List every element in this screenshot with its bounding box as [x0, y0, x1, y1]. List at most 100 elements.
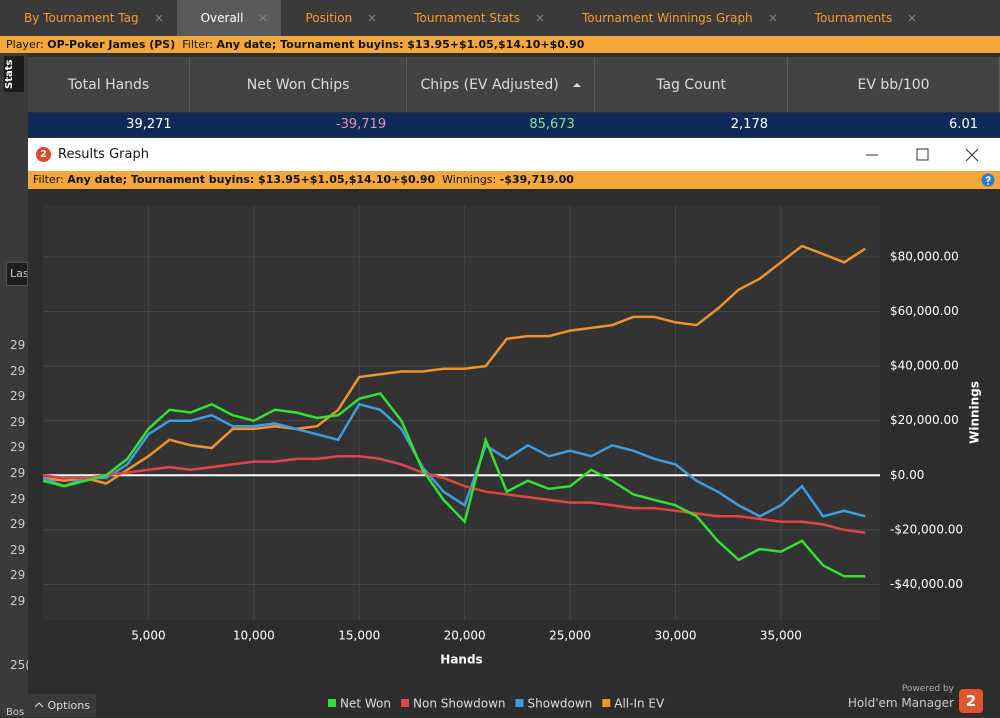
series-line: [42, 454, 866, 534]
stats-header: Total Hands Net Won Chips Chips (EV Adjust…: [28, 57, 1000, 112]
x-tick-label: 20,000: [444, 629, 486, 643]
bg-row: 29: [10, 568, 26, 583]
bg-row: 25(: [10, 658, 30, 672]
player-label: Player:: [6, 38, 44, 51]
tab-label: Position: [305, 11, 353, 25]
y-tick-label: $80,000.00: [890, 249, 959, 263]
tab[interactable]: Tournaments: [791, 0, 931, 36]
column-header[interactable]: Total Hands: [28, 57, 191, 112]
tab-label: Tournaments: [814, 11, 893, 25]
tab-bar: By Tournament Tag Overall Position Tourname…: [0, 0, 1000, 36]
help-icon[interactable]: [981, 173, 995, 187]
arrow: [572, 82, 581, 87]
tab[interactable]: Position: [281, 0, 390, 36]
legend-swatch: [328, 699, 336, 707]
chart: 5,000 10,000 15,000 20,000 25,000 30,000 35,00…: [42, 205, 982, 711]
x-tick-label: 25,000: [549, 629, 591, 643]
bg-row: 29: [10, 491, 26, 506]
bg-row: Bos: [6, 707, 25, 718]
y-tick-label: $60,000.00: [890, 304, 959, 318]
tab[interactable]: Tournament Winnings Graph: [558, 0, 791, 36]
player: OP-Poker James (PS): [47, 38, 176, 51]
close-glyph: [908, 14, 916, 22]
x-tick-label: 35,000: [760, 629, 802, 643]
bg-row: 29: [10, 594, 26, 608]
legend-swatch: [515, 699, 524, 707]
y-tick-label: $0.00: [890, 468, 924, 482]
column-header[interactable]: EV bb/100: [788, 57, 1000, 112]
filter: Any date; Tournament buyins: $13.95+$1.0…: [67, 173, 436, 186]
column-title: EV bb/100: [857, 76, 930, 93]
tab-close[interactable]: [155, 14, 163, 22]
close-glyph: [536, 14, 544, 22]
brand: Hold'em Manager: [847, 696, 954, 710]
options-label: Options: [47, 699, 90, 712]
stats-tab[interactable]: Stats: [4, 56, 24, 92]
legend-label: Non Showdown: [413, 697, 506, 711]
y-tick-label: $20,000.00: [890, 413, 959, 427]
options-button[interactable]: Options: [28, 694, 96, 717]
column-title: Tag Count: [656, 76, 726, 93]
column-title: Chips (EV Adjusted): [420, 76, 559, 93]
stat-value: 85,673: [529, 117, 575, 132]
close-glyph: [769, 14, 777, 22]
y-tick-label: -$40,000.00: [890, 577, 963, 591]
legend-label: Net Won: [340, 697, 391, 711]
window-title: Results Graph: [58, 147, 149, 162]
tab-label: Overall: [200, 11, 244, 25]
y-axis-label: Winnings: [968, 381, 982, 444]
stat-value: 2,178: [730, 117, 768, 132]
column-title: Net Won Chips: [246, 76, 350, 93]
column-header[interactable]: Tag Count: [595, 57, 789, 112]
close-glyph: [260, 14, 267, 22]
bg-input: Las: [6, 262, 28, 286]
tab-label: Tournament Winnings Graph: [581, 11, 753, 25]
bg-row: 29: [10, 414, 26, 429]
series-line: [42, 391, 866, 578]
bg-row: 29: [10, 466, 26, 480]
caret: [34, 702, 44, 708]
powered-by: Powered by: [901, 684, 954, 694]
x-axis-label: Hands: [440, 653, 482, 667]
close[interactable]: [965, 148, 979, 162]
bg-row: 29: [10, 389, 26, 404]
tab-label: Tournament Stats: [414, 11, 520, 25]
y-tick-label: $40,000.00: [890, 359, 959, 373]
tab-close[interactable]: [536, 14, 544, 22]
series-line: [42, 402, 866, 518]
stats-row: 39,271 -39,719 85,673 2,178 6.01: [28, 113, 1000, 137]
stat-value: -39,719: [335, 117, 387, 132]
column-title: Total Hands: [67, 76, 150, 93]
x-tick-label: 10,000: [233, 629, 275, 643]
bg-row: 29: [10, 338, 26, 352]
bg-row: 29: [10, 542, 26, 557]
legend-label: Showdown: [528, 697, 593, 711]
x-tick-label: 30,000: [654, 629, 696, 643]
tab-close[interactable]: [259, 14, 267, 22]
side-panel: [0, 53, 28, 717]
tab[interactable]: Tournament Stats: [390, 0, 558, 36]
column-header[interactable]: Net Won Chips: [190, 57, 408, 112]
filter: Any date; Tournament buyins: $13.95+$1.0…: [216, 38, 585, 51]
tab-close[interactable]: [769, 14, 777, 22]
window-title-bar: 2 Results Graph: [28, 138, 1000, 171]
stat-value: 39,271: [126, 117, 172, 132]
maximize[interactable]: [916, 148, 929, 161]
column-header[interactable]: Chips (EV Adjusted): [407, 57, 596, 112]
x-tick-label: 5,000: [131, 629, 165, 643]
filter-bar: Player: OP-Poker James (PS) Filter: Any …: [0, 36, 1000, 53]
tab[interactable]: Overall: [176, 0, 282, 36]
bg-row: 29: [10, 440, 26, 455]
tab-close[interactable]: [908, 14, 916, 22]
tab[interactable]: By Tournament Tag: [0, 0, 177, 36]
legend-swatch: [602, 699, 611, 707]
tab-close[interactable]: [368, 14, 376, 22]
close-glyph: [368, 14, 376, 22]
window-filter-bar: Filter: Any date; Tournament buyins: $13…: [28, 171, 1000, 189]
legend-swatch: [401, 699, 409, 707]
winnings-label: Winnings:: [442, 173, 497, 186]
series-line: [42, 244, 866, 485]
tab-label: By Tournament Tag: [24, 11, 139, 25]
y-tick-label: -$20,000.00: [890, 522, 963, 536]
